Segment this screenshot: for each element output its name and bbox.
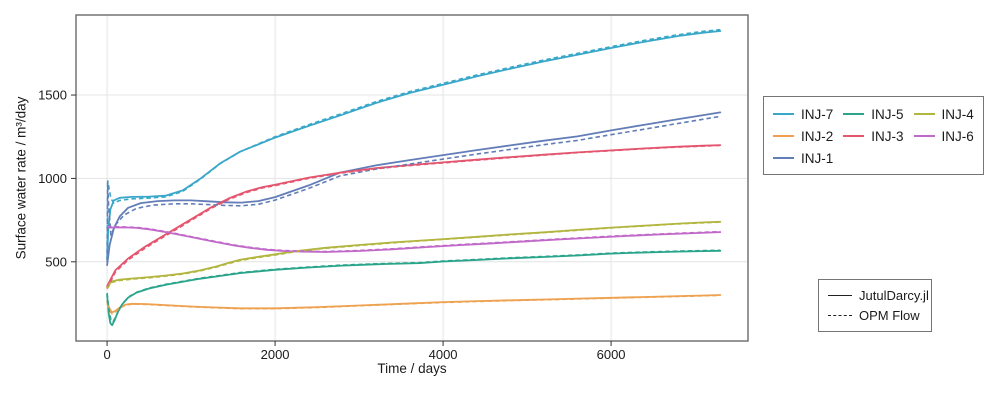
y-tick-label-1500: 1500 [38,88,67,103]
dashed-line-swatch [828,315,852,316]
series-INJ-4-opmflow-line [106,221,721,290]
legend-label-INJ-6: INJ-6 [941,128,974,144]
legend-label-INJ-4: INJ-4 [941,106,974,122]
legend-wells-column-1: INJ-7 INJ-2 INJ-1 [773,103,833,169]
x-tick-label-6000: 6000 [597,347,626,362]
legend-entry-INJ-7: INJ-7 [773,103,833,125]
legend-simulators: JutulDarcy.jl OPM Flow [818,279,932,332]
legend-entry-jutuldarcy-jl: JutulDarcy.jl [828,286,929,306]
legend-wells-column-2: INJ-5 INJ-3 [843,103,904,147]
legend-entry-INJ-5: INJ-5 [843,103,904,125]
legend-entry-INJ-2: INJ-2 [773,125,833,147]
series-INJ-7-jutuldarcy-line [106,30,722,260]
x-tick-label-0: 0 [103,347,110,362]
legend-entry-INJ-1: INJ-1 [773,147,833,169]
series-INJ-4-jutuldarcy-line [106,220,722,289]
series-INJ-1-opmflow-line [106,115,721,262]
inj-6-color-swatch [913,135,935,137]
inj-7-color-swatch [773,113,794,115]
inj-3-color-swatch [843,135,865,137]
x-axis-label: Time / days [377,361,447,376]
x-tick-label-4000: 4000 [429,347,458,362]
y-tick-label-500: 500 [45,254,67,269]
solid-line-swatch [828,295,852,296]
series-INJ-6-jutuldarcy-line [106,226,722,253]
legend-wells: INJ-7 INJ-2 INJ-1 INJ-5 INJ-3 INJ-4 INJ-6 [763,96,984,175]
legend-entry-INJ-4: INJ-4 [913,103,974,125]
legend-wells-column-3: INJ-4 INJ-6 [913,103,974,147]
inj-4-color-swatch [913,113,935,115]
series-INJ-1-jutuldarcy-line [106,111,722,266]
legend-label-INJ-1: INJ-1 [801,150,834,166]
legend-label-opm-flow: OPM Flow [859,308,920,323]
inj-2-color-swatch [773,135,794,137]
legend-entry-INJ-3: INJ-3 [843,125,904,147]
legend-label-INJ-2: INJ-2 [801,128,834,144]
legend-label-INJ-7: INJ-7 [801,106,834,122]
x-tick-label-2000: 2000 [261,347,290,362]
y-axis-label: Surface water rate / m³/day [13,96,29,260]
series-INJ-2-opmflow-line [106,294,721,315]
legend-entry-INJ-6: INJ-6 [913,125,974,147]
y-tick-label-1000: 1000 [38,171,67,186]
legend-label-INJ-3: INJ-3 [871,128,904,144]
inj-1-color-swatch [773,157,794,159]
series-INJ-7-opmflow-line [106,28,721,252]
legend-entry-opm-flow: OPM Flow [828,306,922,326]
inj-5-color-swatch [843,113,865,115]
series-INJ-6-opmflow-line [107,225,721,253]
legend-label-INJ-5: INJ-5 [871,106,904,122]
series-INJ-5-opmflow-line [106,249,721,323]
series-INJ-3-opmflow-line [106,144,721,290]
legend-label-jutuldarcy: JutulDarcy.jl [859,288,929,303]
